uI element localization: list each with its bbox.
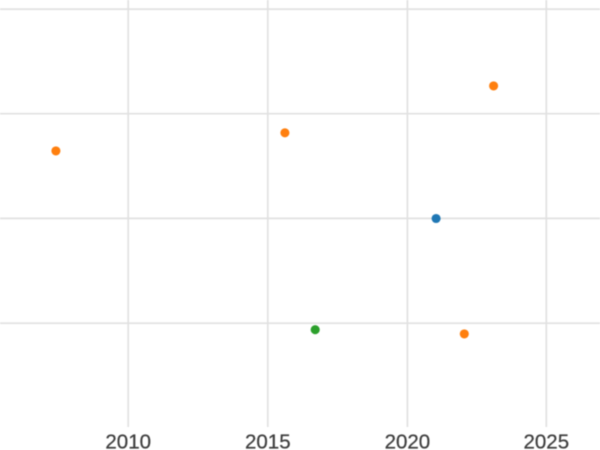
svg-text:2025: 2025 [523,430,569,450]
svg-text:2020: 2020 [385,430,431,450]
svg-text:2015: 2015 [245,430,291,450]
svg-text:2010: 2010 [105,430,151,450]
